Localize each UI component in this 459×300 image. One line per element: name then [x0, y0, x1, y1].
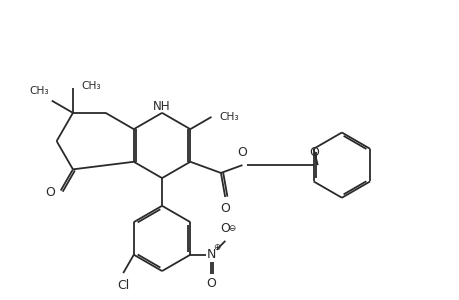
Text: ⊕: ⊕	[213, 242, 220, 251]
Text: CH₃: CH₃	[30, 86, 50, 96]
Text: O: O	[206, 277, 216, 290]
Text: Cl: Cl	[117, 278, 129, 292]
Text: O: O	[220, 202, 230, 215]
Text: O: O	[237, 146, 247, 159]
Text: O: O	[308, 146, 319, 159]
Text: ⊖: ⊖	[228, 224, 235, 233]
Text: O: O	[220, 223, 230, 236]
Text: O: O	[45, 186, 55, 199]
Text: CH₃: CH₃	[219, 112, 239, 122]
Text: CH₃: CH₃	[81, 81, 101, 91]
Text: N: N	[207, 248, 216, 261]
Text: NH: NH	[153, 100, 170, 113]
